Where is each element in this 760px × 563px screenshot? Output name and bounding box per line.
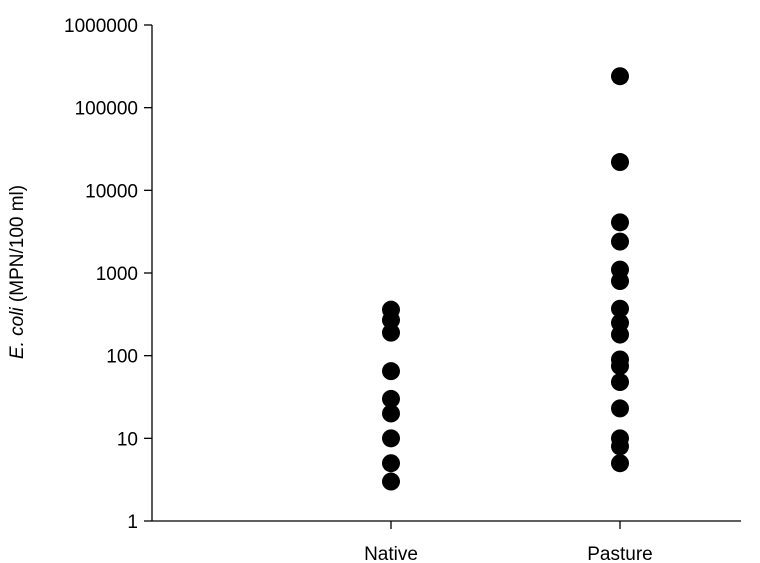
data-point-pasture [611,350,629,369]
y-axis-label-unit: (MPN/100 ml) [7,185,28,307]
data-points [382,67,629,491]
y-tick-label: 1 [127,512,138,533]
data-point-pasture [611,429,629,448]
y-tick-label: 100 [106,347,138,368]
data-point-native [382,362,400,381]
data-point-pasture [611,373,629,392]
data-point-pasture [611,399,629,418]
data-point-native [382,323,400,342]
x-axis: Native Pasture [152,520,741,563]
data-point-native [382,389,400,408]
y-axis-label: E. coli (MPN/100 ml) [7,185,28,359]
data-point-native [382,429,400,448]
data-point-pasture [611,153,629,172]
data-point-native [382,300,400,319]
data-point-native [382,454,400,473]
y-axis-label-italic: E. coli [7,307,28,360]
data-point-native [382,404,400,423]
y-tick-label: 10000 [85,181,138,202]
y-axis: 1 10 100 1000 10000 100000 1000000 [64,16,153,533]
y-tick-label: 10 [117,429,138,450]
data-point-pasture [611,313,629,332]
data-point-pasture [611,299,629,318]
x-tick-label-native: Native [364,544,418,563]
data-point-pasture [611,67,629,86]
data-point-pasture [611,232,629,251]
y-tick-label: 1000 [96,264,138,285]
x-tick-label-pasture: Pasture [587,544,652,563]
data-point-pasture [611,454,629,473]
data-point-pasture [611,260,629,279]
data-point-native [382,472,400,491]
y-tick-label: 100000 [75,99,138,120]
y-tick-label: 1000000 [64,16,138,37]
data-point-pasture [611,213,629,232]
